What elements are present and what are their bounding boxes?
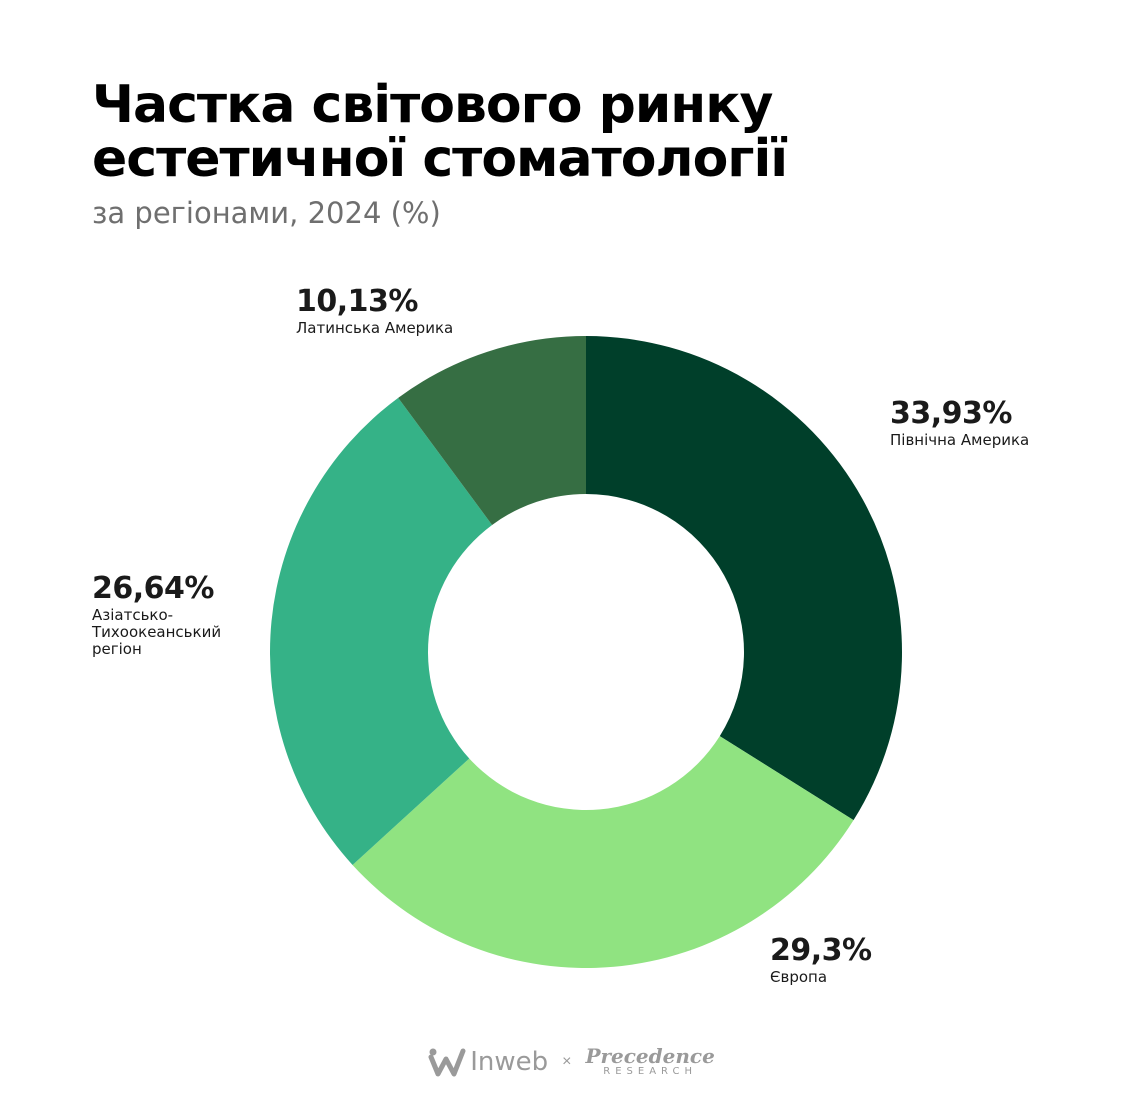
slice-азіатсько-тихоокеанський-регіон [270, 397, 493, 865]
inweb-logo-icon [428, 1048, 466, 1077]
label-asia-pacific: 26,64% Азіатсько-Тихоокеанський регіон [92, 573, 262, 658]
chart-title: Частка світового ринку естетичної стомат… [92, 75, 788, 189]
slice-європа [352, 736, 854, 968]
name-north-america: Північна Америка [890, 431, 1030, 449]
label-europe: 29,3% Європа [770, 935, 872, 986]
brand-separator: × [562, 1053, 572, 1070]
precedence-subtitle: RESEARCH [603, 1066, 697, 1077]
footer-brands: Inweb × Precedence RESEARCH [0, 1040, 1143, 1084]
pct-north-america: 33,93% [890, 396, 1012, 431]
label-north-america: 33,93% Північна Америка [890, 398, 1029, 449]
precedence-logo: Precedence RESEARCH [585, 1046, 714, 1078]
name-europe: Європа [770, 968, 828, 986]
pct-asia-pacific: 26,64% [92, 571, 214, 606]
chart-subtitle: за регіонами, 2024 (%) [92, 196, 441, 230]
pct-europe: 29,3% [770, 933, 872, 968]
name-latin-america: Латинська Америка [296, 319, 454, 337]
slice-латинська-америка [398, 336, 586, 525]
precedence-wordmark: Precedence [585, 1044, 715, 1068]
name-asia-pacific: Азіатсько-Тихоокеанський регіон [92, 606, 222, 658]
label-latin-america: 10,13% Латинська Америка [296, 286, 453, 337]
inweb-wordmark: Inweb [470, 1047, 549, 1077]
slice-північна-америка [586, 336, 903, 821]
inweb-brand: Inweb [428, 1047, 548, 1077]
pct-latin-america: 10,13% [296, 284, 418, 319]
